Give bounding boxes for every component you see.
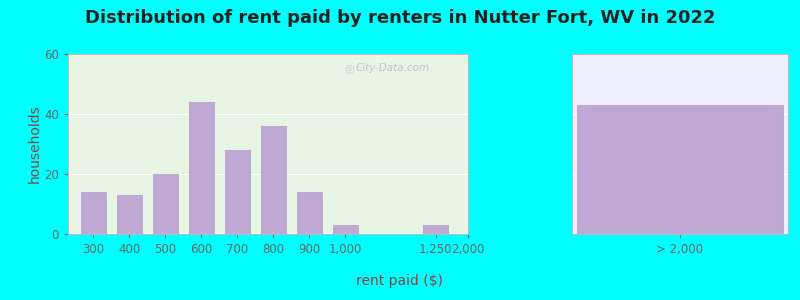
Text: City-Data.com: City-Data.com [356, 63, 430, 73]
Text: ◎: ◎ [344, 63, 354, 73]
Bar [81, 192, 106, 234]
Bar [261, 126, 286, 234]
Y-axis label: households: households [27, 105, 42, 183]
Bar [333, 225, 358, 234]
Bar [189, 102, 214, 234]
Bar [153, 174, 178, 234]
Bar [297, 192, 322, 234]
Text: Distribution of rent paid by renters in Nutter Fort, WV in 2022: Distribution of rent paid by renters in … [85, 9, 715, 27]
Bar [225, 150, 250, 234]
Bar [578, 105, 782, 234]
Text: rent paid ($): rent paid ($) [357, 274, 443, 288]
Bar [423, 225, 448, 234]
Bar [117, 195, 142, 234]
